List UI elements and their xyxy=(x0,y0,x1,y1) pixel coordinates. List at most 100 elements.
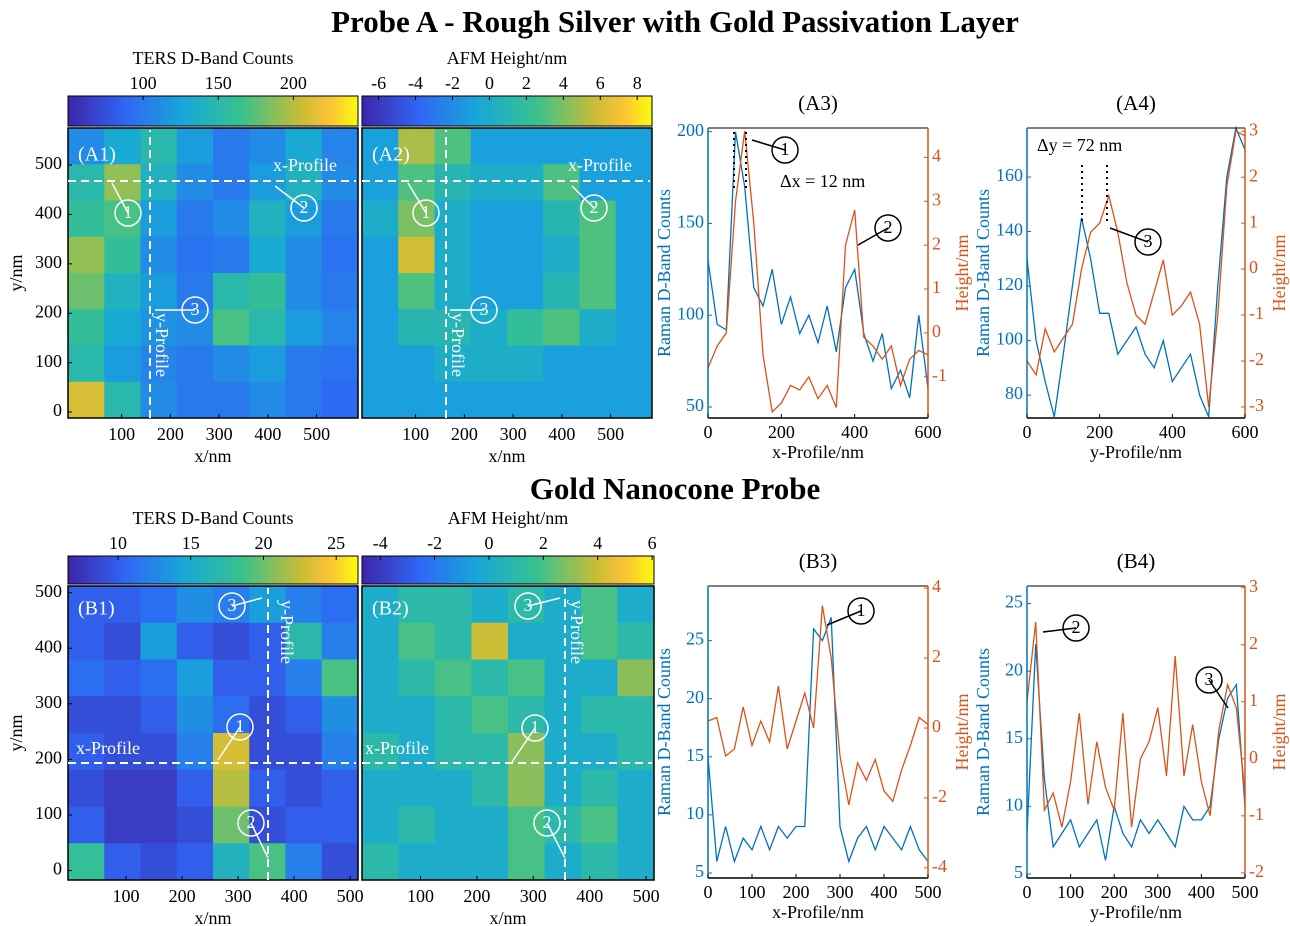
annotation-arrow xyxy=(231,597,263,607)
heatmap-cell xyxy=(362,128,399,165)
colorbar-swatch xyxy=(145,96,151,126)
annotation-arrow xyxy=(571,185,595,209)
colorbar-swatch xyxy=(560,96,566,126)
colorbar-swatch xyxy=(256,556,262,584)
colorbar-swatch xyxy=(483,556,490,584)
colorbar-swatch xyxy=(203,96,209,126)
profile-label: x-Profile xyxy=(568,155,632,175)
colorbar-swatch xyxy=(517,556,524,584)
plot-frame xyxy=(361,585,655,881)
x-tick-label: 200 xyxy=(1086,422,1113,442)
heatmap-cell xyxy=(470,236,508,274)
colorbar-swatch xyxy=(155,96,161,126)
heatmap-cell xyxy=(435,806,472,844)
x-tick-label: 200 xyxy=(768,422,795,442)
heatmap-cell xyxy=(321,769,359,807)
colorbar-swatch xyxy=(569,96,576,126)
heatmap-cell xyxy=(543,200,580,238)
colorbar-swatch xyxy=(145,556,151,584)
x-tick-label: 0 xyxy=(1023,422,1032,442)
x-tick-label: 300 xyxy=(827,882,854,902)
x-tick-label: 300 xyxy=(206,424,233,444)
heatmap-cell xyxy=(543,273,580,310)
colorbar-swatch xyxy=(459,556,465,584)
heatmap-cell xyxy=(543,345,580,383)
heatmap-cell xyxy=(249,381,286,419)
colorbar-tick-label: 4 xyxy=(593,533,602,553)
heatmap-cell xyxy=(176,128,214,165)
heatmap-cell xyxy=(249,696,286,734)
heatmap-cell xyxy=(581,843,618,881)
profile-label: y-Profile xyxy=(448,313,468,377)
y-tick-label: 10 xyxy=(686,803,704,823)
colorbar-swatch xyxy=(101,556,108,584)
y-tick-label: 400 xyxy=(35,203,62,223)
colorbar-swatch xyxy=(391,556,397,584)
colorbar-swatch xyxy=(275,556,282,584)
colorbar-swatch xyxy=(376,556,382,584)
colorbar-swatch xyxy=(632,96,638,126)
heatmap-cell xyxy=(544,659,582,697)
colorbar-swatch xyxy=(376,96,382,126)
heatmap-cell xyxy=(508,622,545,660)
annotation-label: 1 xyxy=(124,202,133,222)
heatmap-cell xyxy=(321,806,359,844)
colorbar-swatch xyxy=(314,556,320,584)
colorbar-swatch xyxy=(487,96,493,126)
annotation-circle xyxy=(412,199,440,227)
colorbar-swatch xyxy=(627,96,634,126)
heatmap-cell xyxy=(140,586,178,624)
heatmap-cell xyxy=(285,769,323,807)
x-tick-label: 100 xyxy=(113,886,140,906)
heatmap-cell xyxy=(398,586,436,624)
y-tick-label: 300 xyxy=(35,692,62,712)
heatmap-cell xyxy=(398,806,436,844)
heatmap-cell xyxy=(104,696,141,734)
colorbar-swatch xyxy=(246,556,253,584)
profile-label: x-Profile xyxy=(76,738,140,758)
heatmap-cell xyxy=(471,843,509,881)
heatmap-cell xyxy=(68,622,105,660)
heatmap-cell xyxy=(434,164,472,201)
heatmap-cell xyxy=(213,273,250,310)
colorbar-swatch xyxy=(348,556,354,584)
colorbar-tick-label: 150 xyxy=(205,73,232,93)
y-tick-label: 200 xyxy=(35,301,62,321)
heatmap-cell xyxy=(471,769,509,807)
y-tick-label: 50 xyxy=(686,395,704,415)
colorbar-swatch xyxy=(174,556,180,584)
chart-title: (A3) xyxy=(798,91,838,115)
heatmap-cell xyxy=(508,843,545,881)
heatmap-cell xyxy=(140,843,178,881)
colorbar-swatch xyxy=(605,556,611,584)
colorbar-swatch xyxy=(97,96,103,126)
colorbar-swatch xyxy=(449,556,455,584)
heatmap-cell xyxy=(249,733,286,771)
y-tick-label: 15 xyxy=(686,745,704,765)
colorbar-tick-label: -2 xyxy=(427,533,442,553)
colorbar-swatch xyxy=(542,556,548,584)
heatmap-cell xyxy=(508,769,545,807)
colorbar-swatch xyxy=(111,96,117,126)
colorbar-swatch xyxy=(300,96,306,126)
colorbar-swatch xyxy=(140,96,146,126)
annotation-label: 2 xyxy=(884,217,893,237)
annotation-label: 2 xyxy=(300,197,309,217)
colorbar-tick-label: -2 xyxy=(445,73,460,93)
x-tick-label: 400 xyxy=(1188,882,1215,902)
colorbar-swatch xyxy=(92,96,98,126)
colorbar-swatch xyxy=(405,96,411,126)
heatmap-cell xyxy=(176,733,214,771)
colorbar-swatch xyxy=(381,96,387,126)
colorbar-swatch xyxy=(198,96,204,126)
colorbar-swatch xyxy=(333,96,340,126)
profile-label: x-Profile xyxy=(273,155,337,175)
colorbar-swatch xyxy=(92,556,98,584)
colorbar-frame xyxy=(361,555,655,585)
chart-title: (B3) xyxy=(799,549,838,573)
heatmap-cell xyxy=(398,733,436,771)
colorbar-tick-label: 200 xyxy=(280,73,307,93)
heatmap-cell xyxy=(68,843,105,881)
colorbar-swatch xyxy=(619,556,626,584)
